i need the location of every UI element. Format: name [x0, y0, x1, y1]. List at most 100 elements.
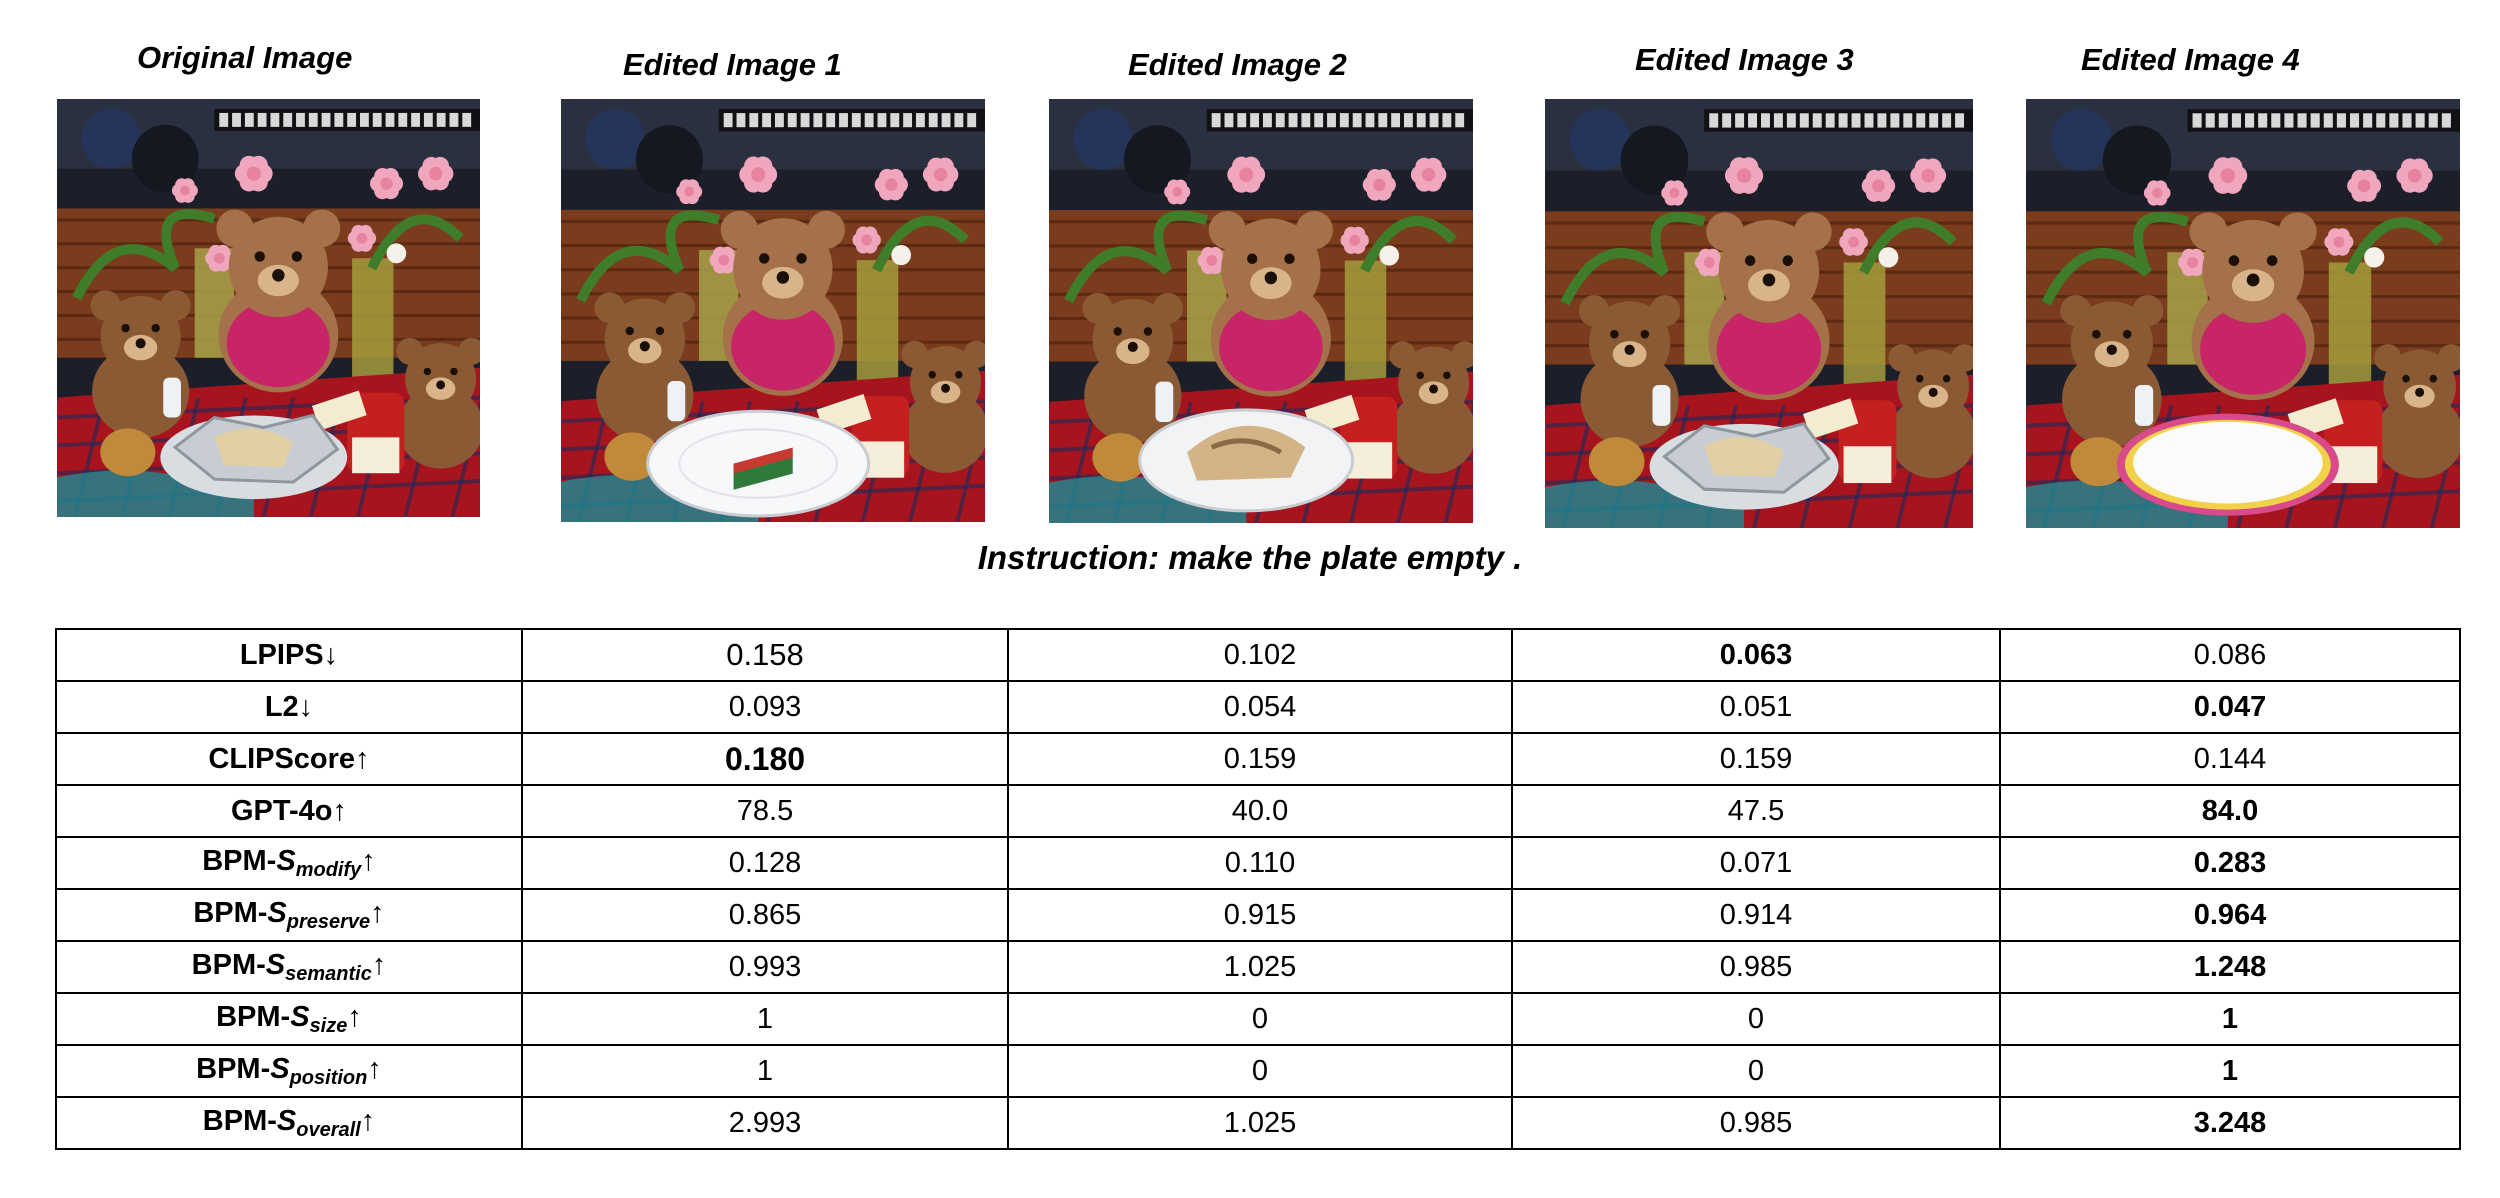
butter	[311, 390, 367, 431]
table-cell: 2.993	[521, 1096, 1009, 1150]
bread	[214, 428, 294, 468]
metric-subscript: modify	[295, 858, 362, 881]
teddy-bear	[901, 340, 985, 473]
drum	[585, 109, 645, 170]
table-cell: 0.093	[521, 680, 1009, 734]
flower	[1861, 169, 1896, 202]
teddy-bear	[1082, 292, 1184, 443]
table-row: BPM-Smodify↑ 0.128 0.110 0.071 0.283	[55, 836, 2461, 890]
edited-image-1	[561, 99, 985, 522]
teddy-bear	[2374, 344, 2460, 479]
table-cell: 0.144	[1999, 732, 2461, 786]
metrics-table: LPIPS↓ 0.158 0.102 0.063 0.086 L2↓ 0.093 0.054 0…	[55, 628, 2461, 1150]
metric-name: BPM-	[216, 1000, 291, 1033]
leaves	[576, 210, 969, 303]
vase	[2328, 262, 2372, 385]
arrow-up-icon: ↑	[371, 948, 387, 981]
drum	[2102, 125, 2172, 196]
flower	[739, 156, 778, 193]
metric-symbol: S	[276, 844, 296, 877]
edited-image-2	[1049, 99, 1473, 523]
drum	[635, 125, 703, 194]
cake-slice	[733, 453, 793, 490]
flower	[2143, 180, 2171, 206]
metric-name: BPM-	[202, 1104, 277, 1137]
metric-label: BPM-Soverall↑	[55, 1096, 523, 1150]
table-row: BPM-Ssemantic↑ 0.993 1.025 0.985 1.248	[55, 940, 2461, 994]
table-cell: 0.159	[1511, 732, 2001, 786]
milk-bottle	[163, 377, 181, 418]
flower	[1694, 248, 1724, 277]
table-cell: 47.5	[1511, 784, 2001, 838]
table-cell: 1.025	[1007, 1096, 1513, 1150]
flower	[2347, 169, 2382, 202]
flower	[2324, 228, 2354, 256]
table-cell: 1	[521, 1044, 1009, 1098]
flower	[1197, 246, 1226, 275]
flower	[1362, 168, 1396, 201]
metric-label: BPM-Smodify↑	[55, 836, 523, 890]
flower	[1227, 156, 1266, 193]
metric-symbol: S	[267, 896, 287, 929]
drum	[2051, 109, 2112, 171]
table-cell: 84.0	[1999, 784, 2461, 838]
table-cell: 0.914	[1511, 888, 2001, 942]
metric-label: BPM-Ssize↑	[55, 992, 523, 1046]
metric-label: LPIPS↓	[55, 628, 523, 682]
table-cell: 0.159	[1007, 732, 1513, 786]
jar-label	[352, 437, 400, 474]
teddy-bear	[1389, 341, 1473, 474]
table-cell: 0	[1511, 1044, 2001, 1098]
flower	[2208, 157, 2248, 194]
flower	[1661, 180, 1688, 206]
metric-label: CLIPScore↑	[55, 732, 523, 786]
metric-symbol: S	[270, 1052, 290, 1085]
table-cell: 1	[521, 992, 1009, 1046]
metric-subscript: size	[309, 1014, 348, 1037]
flower	[1839, 228, 1868, 256]
table-cell: 0.180	[521, 732, 1009, 786]
flower	[874, 168, 908, 201]
food	[1187, 425, 1306, 481]
leaves	[1560, 211, 1957, 306]
metric-subscript: overall	[296, 1118, 361, 1141]
metric-label: GPT-4o↑	[55, 784, 523, 838]
table-cell: 0.964	[1999, 888, 2461, 942]
metric-label: BPM-Sposition↑	[55, 1044, 523, 1098]
flower	[171, 178, 198, 203]
table-cell: 1.025	[1007, 940, 1513, 994]
table-row: BPM-Ssize↑ 1 0 0 1	[55, 992, 2461, 1046]
flower	[891, 245, 912, 266]
metric-symbol: S	[276, 1104, 297, 1137]
original-image	[57, 99, 480, 517]
metric-name: BPM-	[202, 844, 277, 877]
flower	[418, 156, 454, 191]
image-title-original: Original Image	[137, 40, 353, 75]
table-cell: 1	[1999, 1044, 2461, 1098]
flower	[1340, 226, 1369, 254]
flower	[676, 179, 703, 205]
table-row: CLIPScore↑ 0.180 0.159 0.159 0.144	[55, 732, 2461, 786]
flower	[386, 243, 407, 264]
arrow-up-icon: ↑	[370, 896, 385, 929]
table-cell: 0.865	[521, 888, 1009, 942]
image-title-edited-3: Edited Image 3	[1635, 42, 1854, 77]
image-title-edited-2: Edited Image 2	[1128, 47, 1347, 82]
drum	[1620, 125, 1689, 196]
flower	[347, 224, 377, 252]
flower	[2396, 158, 2433, 193]
table-row: BPM-Sposition↑ 1 0 0 1	[55, 1044, 2461, 1098]
table-cell: 0.047	[1999, 680, 2461, 734]
flower	[2178, 248, 2208, 277]
teddy-bear	[2189, 212, 2317, 401]
table-cell: 0.985	[1511, 1096, 2001, 1150]
metric-subscript: semantic	[285, 962, 372, 985]
flower	[1379, 245, 1400, 266]
metric-name: GPT-4o	[230, 794, 333, 827]
flower	[1724, 157, 1764, 194]
arrow-up-icon: ↑	[360, 1104, 376, 1137]
metric-subscript: preserve	[286, 910, 371, 933]
arrow-down-icon: ↓	[323, 638, 339, 671]
flower	[370, 167, 404, 200]
edited-image-3	[1545, 99, 1973, 528]
